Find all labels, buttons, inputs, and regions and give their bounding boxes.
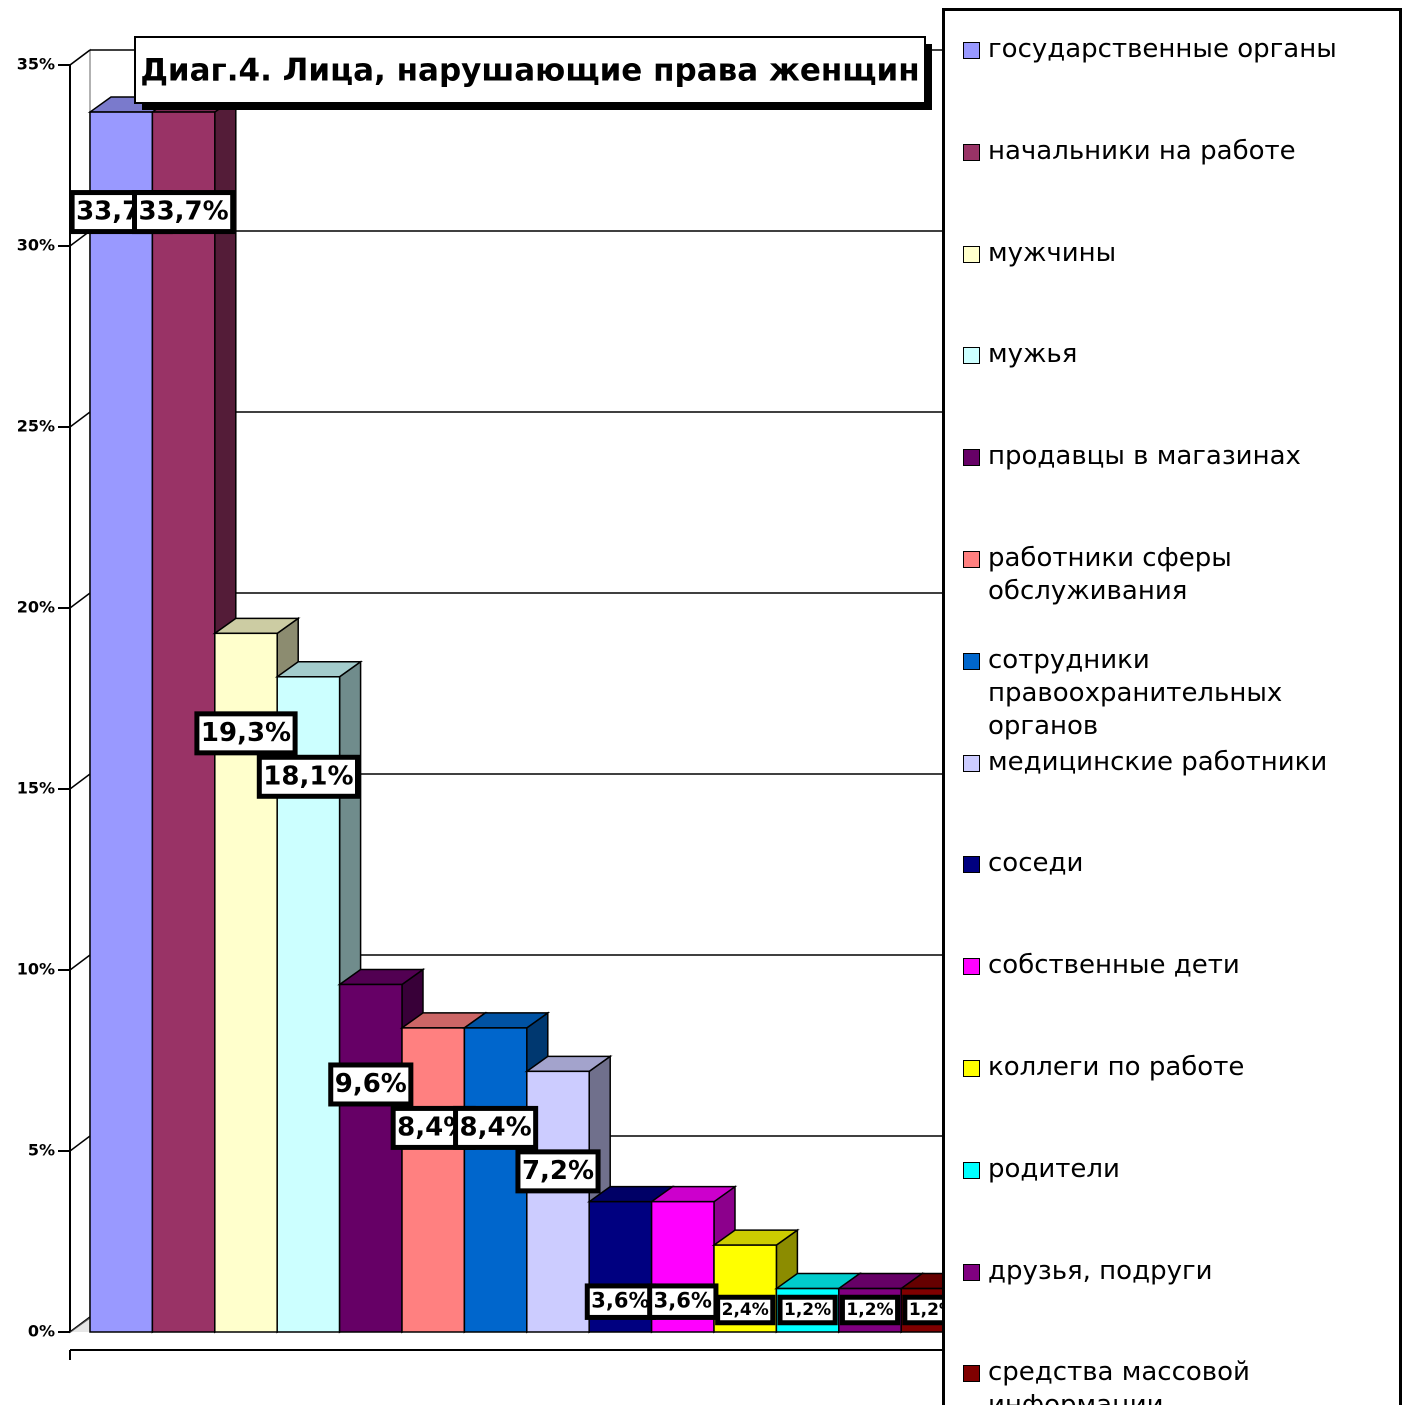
legend-label: мужчины: [988, 237, 1117, 268]
chart-title: Диаг.4. Лица, нарушающие права женщин: [140, 53, 919, 89]
title-group: Диаг.4. Лица, нарушающие права женщин: [134, 36, 932, 110]
legend-label: родители: [988, 1153, 1120, 1184]
legend-entry: мужчины: [945, 237, 1395, 270]
legend-label: коллеги по работе: [988, 1052, 1245, 1082]
y-tick-label: 20%: [17, 598, 55, 617]
legend-entry: родители: [945, 1153, 1395, 1186]
value-label-box: [777, 1294, 838, 1326]
legend-label: соседи: [988, 848, 1084, 879]
legend-entry: продавцы в магазинах: [945, 440, 1395, 473]
legend-swatch: [963, 856, 980, 874]
legend-label: работники сферы обслуживания: [988, 543, 1232, 606]
legend-label: средства массовой информации: [988, 1357, 1250, 1405]
y-tick-label: 25%: [17, 417, 55, 436]
legend: государственные органы начальники на рабо…: [942, 8, 1402, 1405]
value-label: 2,4%: [722, 1300, 769, 1320]
value-label: 3,6%: [654, 1289, 712, 1313]
legend-label: сотрудники правоохранительных органов: [988, 644, 1283, 741]
value-label-box: [194, 711, 298, 756]
bar: [89, 111, 154, 1333]
y-tick-label: 10%: [17, 960, 55, 979]
legend-entry: друзья, подруги: [945, 1255, 1395, 1288]
legend-swatch: [963, 347, 980, 365]
legend-swatch: [963, 551, 980, 568]
legend-swatch: [963, 143, 980, 161]
value-label: 7,2%: [522, 1156, 594, 1186]
value-label-group: 8,4%: [453, 1105, 539, 1150]
value-label: 9,6%: [335, 1069, 407, 1099]
grid-diag: [69, 773, 91, 790]
value-label-group: 3,6%: [647, 1283, 719, 1320]
y-tick-label: 15%: [17, 779, 55, 798]
value-label: 1,2%: [784, 1300, 831, 1320]
value-label-group: 19,3%: [194, 711, 298, 756]
legend-swatch: [963, 652, 980, 670]
legend-swatch: [963, 449, 980, 467]
value-label-box: [131, 190, 236, 235]
value-label-group: 1,2%: [777, 1294, 838, 1326]
value-label-group: 3,6%: [584, 1283, 657, 1320]
legend-label: продавцы в магазинах: [988, 441, 1301, 472]
legend-entry: медицинские работники: [945, 746, 1395, 779]
legend-entry: начальники на работе: [945, 135, 1395, 168]
value-label-box: [328, 1062, 414, 1107]
value-label-group: 2,4%: [715, 1294, 776, 1326]
value-label: 33,7%: [138, 197, 228, 227]
title-box: [134, 36, 926, 104]
legend-label: государственные органы: [988, 34, 1337, 64]
side-wall: [69, 48, 91, 1334]
value-label-group: 1,2%: [839, 1294, 901, 1326]
y-tick-label: 0%: [28, 1322, 55, 1341]
value-label: 19,3%: [201, 718, 291, 748]
legend-entry: средства массовой информации: [945, 1356, 1395, 1405]
legend-swatch: [963, 1060, 980, 1077]
legend-swatch: [963, 42, 980, 59]
legend-swatch: [963, 1161, 980, 1179]
value-label-box: [715, 1294, 776, 1326]
legend-entry: собственные дети: [945, 949, 1395, 982]
grid-diag: [69, 954, 91, 971]
legend-entry: мужья: [945, 338, 1395, 371]
value-label-group: 33,7%: [131, 190, 236, 235]
value-label: 18,1%: [263, 761, 353, 791]
legend-entry: коллеги по работе: [945, 1051, 1395, 1084]
legend-label: друзья, подруги: [988, 1255, 1213, 1286]
grid-diag: [69, 1316, 91, 1333]
legend-entry: сотрудники правоохранительных органов: [945, 644, 1395, 743]
y-tick-label: 30%: [17, 236, 55, 255]
y-tick-label: 35%: [17, 55, 55, 74]
legend-swatch: [963, 245, 980, 263]
value-label: 8,4%: [460, 1112, 532, 1142]
legend-swatch: [963, 754, 980, 772]
value-label-box: [453, 1105, 539, 1150]
bar: [338, 983, 403, 1333]
grid-diag: [69, 592, 91, 609]
legend-swatch: [963, 958, 980, 976]
legend-swatch: [963, 1263, 980, 1281]
value-label: 1,2%: [846, 1300, 893, 1320]
legend-swatch: [963, 1365, 980, 1383]
grid-diag: [69, 411, 91, 428]
legend-entry: государственные органы: [945, 33, 1395, 66]
value-label-group: 9,6%: [328, 1062, 414, 1107]
y-tick-label: 5%: [28, 1141, 55, 1160]
legend-entry: соседи: [945, 847, 1395, 880]
grid-diag: [69, 1135, 91, 1152]
value-label-box: [584, 1283, 657, 1320]
legend-label: начальники на работе: [988, 135, 1296, 166]
value-label-box: [515, 1149, 601, 1194]
value-label: 3,6%: [591, 1289, 649, 1313]
grid-diag: [69, 49, 91, 66]
value-label-box: [256, 754, 361, 799]
legend-label: медицинские работники: [988, 746, 1328, 777]
legend-entry: работники сферы обслуживания: [945, 542, 1395, 608]
legend-label: собственные дети: [988, 950, 1240, 981]
value-label-group: 7,2%: [515, 1149, 601, 1194]
value-label-box: [839, 1294, 901, 1326]
value-label-group: 18,1%: [256, 754, 361, 799]
legend-label: мужья: [988, 339, 1078, 370]
